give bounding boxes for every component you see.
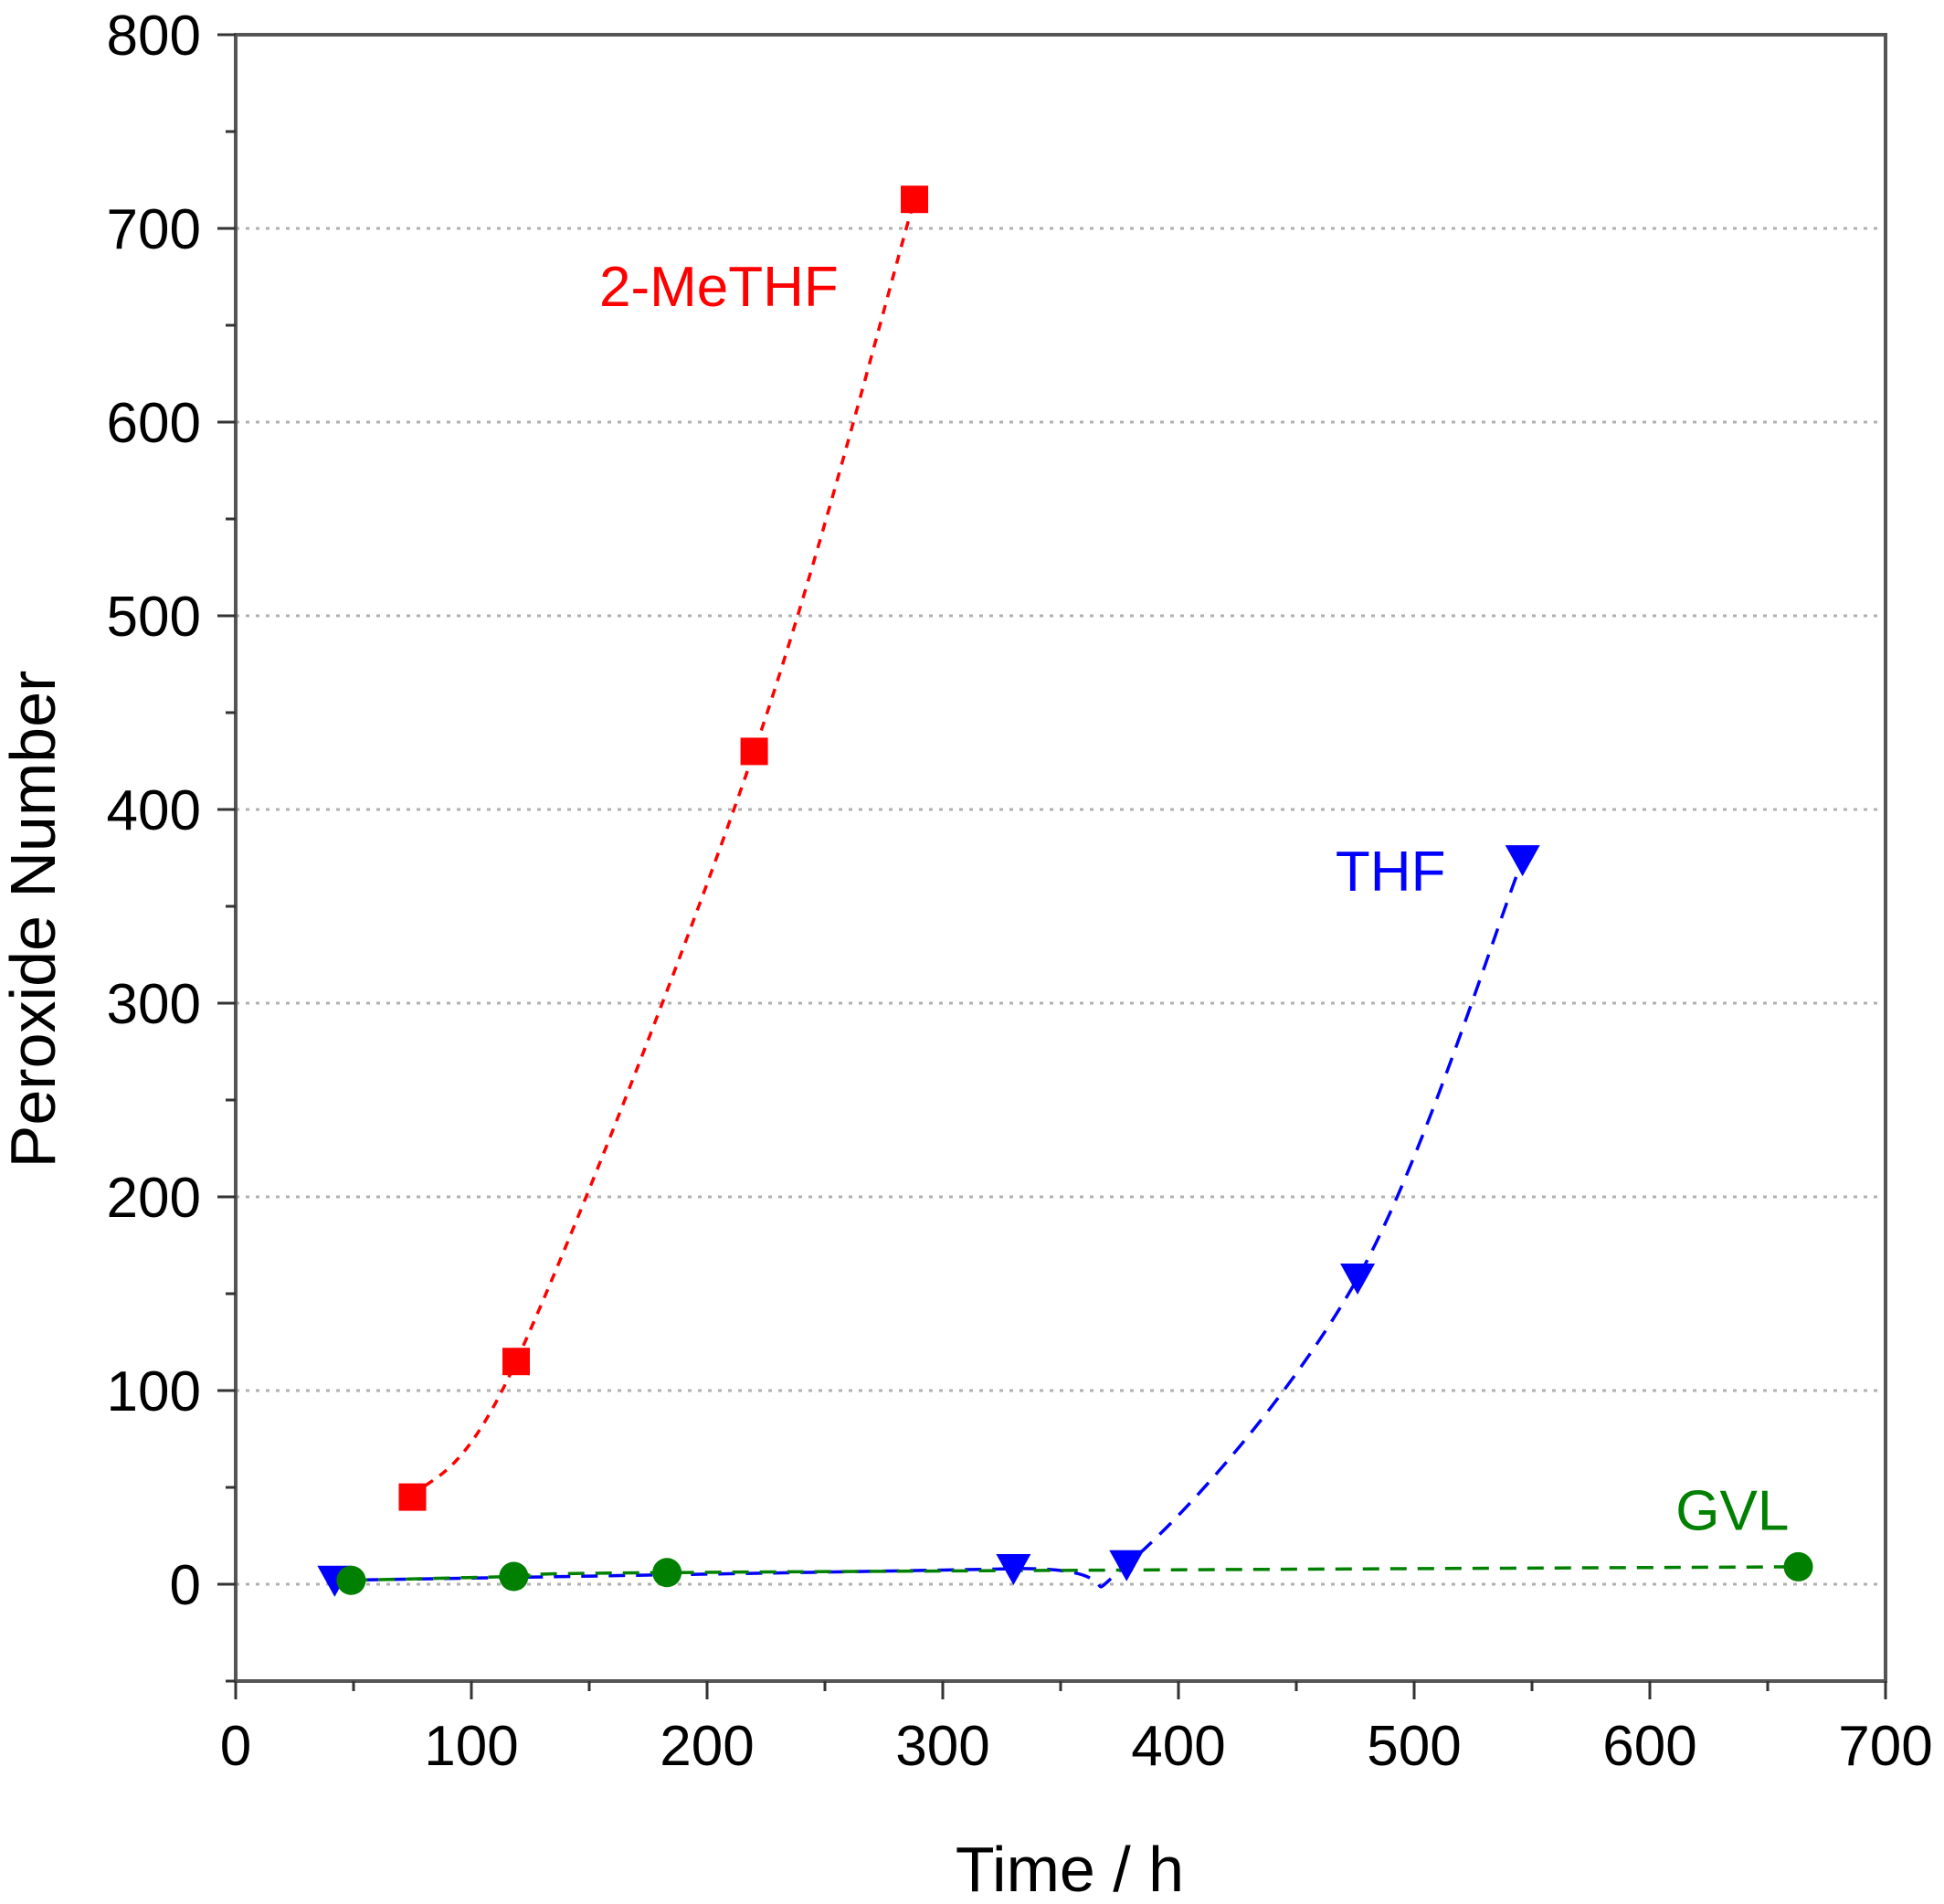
y-tick-label: 0 bbox=[170, 1554, 201, 1617]
data-point-2-methf bbox=[502, 1348, 531, 1376]
data-point-2-methf bbox=[740, 737, 768, 766]
fit-curve-2-methf bbox=[411, 198, 916, 1498]
y-axis-title: Peroxide Number bbox=[0, 671, 69, 1169]
y-tick-label: 500 bbox=[107, 586, 201, 649]
data-points bbox=[317, 185, 1813, 1597]
data-point-thf bbox=[1505, 845, 1540, 877]
data-point-gvl bbox=[1783, 1551, 1813, 1581]
x-tick-label: 100 bbox=[424, 1715, 518, 1778]
x-tick-label: 400 bbox=[1131, 1715, 1225, 1778]
fit-curve-gvl bbox=[351, 1565, 1799, 1582]
plot-frame bbox=[234, 33, 1887, 1683]
x-axis-title: Time / h bbox=[956, 1834, 1184, 1904]
data-point-2-methf bbox=[398, 1483, 427, 1511]
x-tick-label: 200 bbox=[660, 1715, 754, 1778]
y-tick-label: 800 bbox=[107, 5, 201, 68]
series-label-2-methf: 2-MeTHF bbox=[599, 256, 839, 319]
y-tick-label: 700 bbox=[107, 198, 201, 261]
series-label-gvl: GVL bbox=[1675, 1480, 1789, 1543]
x-tick-label: 0 bbox=[220, 1715, 251, 1778]
axis-ticks bbox=[217, 33, 1887, 1699]
x-tick-label: 600 bbox=[1602, 1715, 1696, 1778]
series-label-thf: THF bbox=[1336, 841, 1446, 904]
x-tick-label: 700 bbox=[1838, 1715, 1932, 1778]
y-tick-label: 400 bbox=[107, 779, 201, 842]
y-tick-label: 600 bbox=[107, 392, 201, 455]
fit-curves bbox=[334, 198, 1799, 1589]
data-point-gvl bbox=[499, 1561, 529, 1592]
tick-labels: 0 100 200 300 400 500 600 700 800 0 100 200 300 400 50… bbox=[107, 5, 1933, 1778]
data-point-thf bbox=[1340, 1264, 1376, 1296]
gridlines bbox=[236, 227, 1886, 1586]
data-point-gvl bbox=[336, 1565, 366, 1595]
fit-curve-thf bbox=[334, 859, 1525, 1589]
x-tick-label: 500 bbox=[1367, 1715, 1461, 1778]
y-tick-label: 200 bbox=[107, 1167, 201, 1230]
data-point-2-methf bbox=[901, 185, 929, 214]
y-tick-label: 300 bbox=[107, 973, 201, 1036]
x-tick-label: 300 bbox=[895, 1715, 989, 1778]
y-tick-label: 100 bbox=[107, 1360, 201, 1423]
data-point-thf bbox=[1109, 1550, 1145, 1581]
data-point-gvl bbox=[652, 1558, 682, 1588]
data-point-thf bbox=[996, 1554, 1031, 1586]
